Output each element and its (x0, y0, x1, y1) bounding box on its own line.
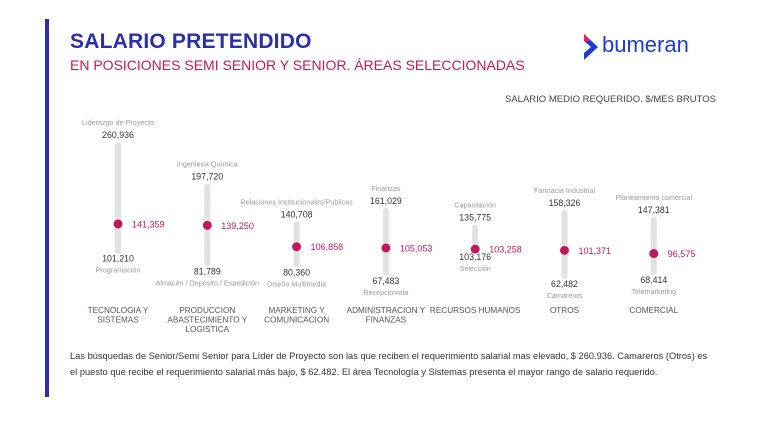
min-role-label: Programación (96, 265, 141, 274)
max-role-label: Liderazgo de Proyecto (82, 118, 154, 127)
mean-marker (381, 243, 391, 253)
category-label: ADMINISTRACION Y (347, 306, 426, 315)
category-label: MARKETING Y (268, 306, 325, 315)
max-role-label: Finanzas (371, 184, 401, 193)
mean-marker (292, 242, 302, 252)
min-label: 67,483 (372, 276, 399, 286)
category-label: TECNOLOGIA Y (88, 306, 149, 315)
logo-chevron-icon (584, 34, 598, 60)
category-label: RECURSOS HUMANOS (430, 306, 521, 315)
accent-bar (45, 19, 49, 397)
salary-range-chart: 141,359 260,936 Liderazgo de Proyecto 101,2… (82, 118, 696, 334)
min-role-label: Camareros (547, 291, 583, 300)
category-label: PRODUCCION (179, 306, 235, 315)
min-label: 68,414 (640, 275, 667, 285)
category-label: OTROS (550, 306, 580, 315)
mean-marker (649, 249, 659, 259)
min-role-label: Recepcionista (363, 288, 408, 297)
min-role-label: Almacén / Depósito / Expedición (156, 278, 259, 287)
max-role-label: Planeamiento comercial (615, 193, 692, 202)
category-label: LOGISTICA (185, 325, 229, 334)
min-label: 81,789 (194, 266, 221, 276)
min-label: 62,482 (551, 279, 578, 289)
max-role-label: Farmacia Industrial (534, 186, 596, 195)
max-label: 197,720 (191, 172, 223, 182)
category-label: ABASTECIMIENTO Y (167, 316, 247, 325)
page-title: SALARIO PRETENDIDO (70, 30, 312, 53)
mean-marker (470, 244, 480, 254)
min-label: 101,210 (102, 253, 134, 263)
min-role-label: Diseño Multimedia (267, 279, 326, 288)
mean-marker (202, 220, 212, 230)
max-label: 158,326 (549, 198, 581, 208)
mean-label: 106,858 (311, 242, 344, 252)
max-role-label: Capacitación (454, 201, 496, 210)
max-label: 260,936 (102, 130, 134, 140)
mean-label: 96,575 (668, 249, 696, 259)
category-label: FINANZAS (366, 316, 407, 325)
bumeran-logo: bumeran (582, 32, 712, 62)
max-label: 147,381 (638, 205, 670, 215)
page-subtitle: EN POSICIONES SEMI SENIOR Y SENIOR. ÁREA… (70, 57, 525, 73)
unit-label: SALARIO MEDIO REQUERIDO. $/MES BRUTOS (505, 94, 716, 105)
min-label: 103,176 (459, 252, 491, 262)
mean-label: 105,053 (400, 243, 433, 253)
mean-label: 141,359 (132, 219, 165, 229)
mean-label: 101,371 (579, 246, 612, 256)
logo-text: bumeran (602, 32, 689, 57)
max-label: 140,708 (281, 209, 313, 219)
category-label: COMUNICACION (264, 316, 329, 325)
min-role-label: Selección (460, 264, 491, 273)
category-label: SISTEMAS (97, 316, 139, 325)
mean-label: 139,250 (221, 221, 254, 231)
max-role-label: Relaciones Institucionales/Publicas (240, 197, 353, 206)
max-label: 161,029 (370, 196, 402, 206)
min-label: 80,360 (283, 267, 310, 277)
min-role-label: Telemarketing (631, 287, 676, 296)
max-label: 135,775 (459, 213, 491, 223)
footnote: Las búsquedas de Senior/Semi Senior para… (70, 351, 708, 377)
category-label: COMERCIAL (629, 306, 678, 315)
mean-marker (113, 219, 123, 229)
mean-label: 103,258 (489, 245, 522, 255)
mean-marker (560, 245, 569, 255)
max-role-label: Ingeniería Química (177, 160, 238, 169)
